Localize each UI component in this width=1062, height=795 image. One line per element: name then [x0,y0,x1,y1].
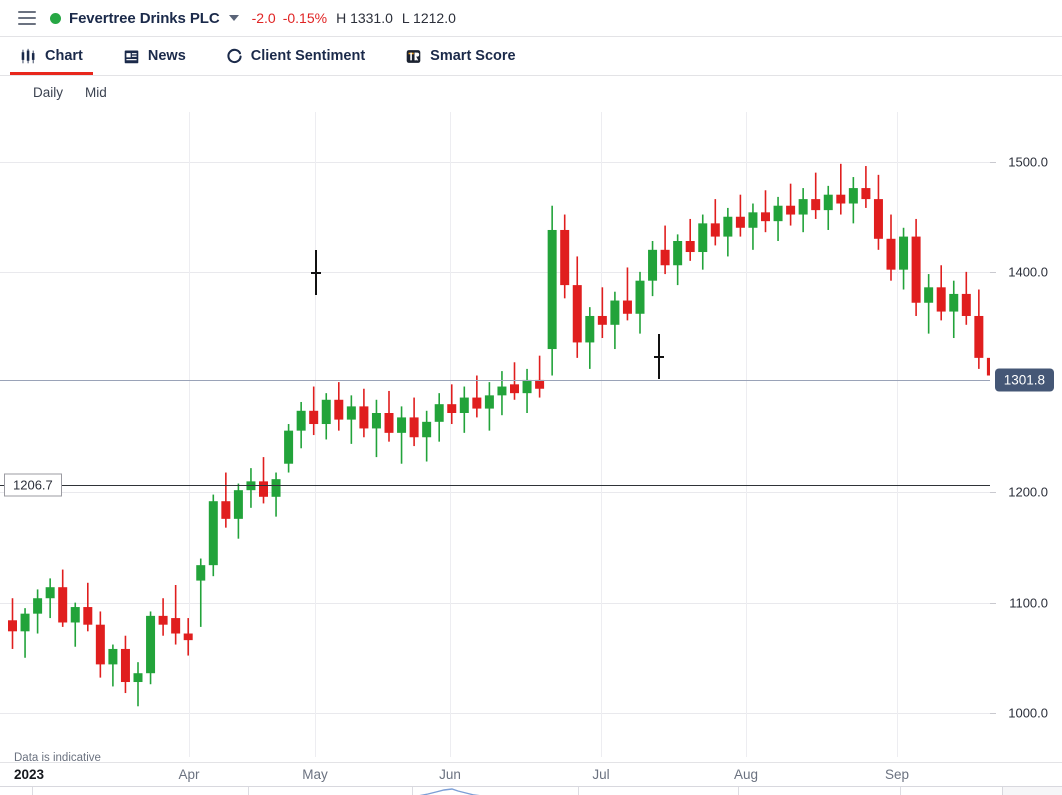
range-navigator-tick [32,787,33,795]
range-navigator-sparkline [419,788,480,795]
chevron-down-icon[interactable] [228,15,239,21]
reference-price-line [0,484,990,486]
gridline-horizontal [0,492,990,494]
tab-smart-score-label: Smart Score [430,48,516,64]
tab-bar: Chart News Client Sentiment [0,37,1062,76]
axis-tick [990,161,996,163]
hamburger-icon[interactable] [18,11,36,25]
price-axis-label: 1400.0 [1008,264,1048,280]
axis-tick [990,492,996,494]
ticker-name: Fevertree Drinks PLC [69,9,220,27]
range-navigator-handle[interactable] [1002,787,1062,795]
tab-client-sentiment-label: Client Sentiment [250,48,366,64]
refresh-circle-icon [227,48,242,63]
chart-container: 1206.7 1000.0 1100.0 1200.0 1400.0 1500.0 130… [0,112,1062,757]
time-axis-label: Jun [439,767,461,782]
gridline-vertical [189,112,190,757]
candlestick-series [8,163,990,707]
crosshair-cursor [311,272,321,274]
axis-tick [990,712,996,714]
gridline-vertical [601,112,602,757]
chart-plot-area[interactable]: 1206.7 [0,112,990,757]
range-navigator-tick [412,787,413,795]
price-axis[interactable]: 1000.0 1100.0 1200.0 1400.0 1500.0 1301.8 [990,112,1062,757]
current-price-badge: 1301.8 [994,368,1054,392]
range-navigator-tick [248,787,249,795]
time-axis-label: May [302,767,328,782]
tab-news-label: News [147,48,186,64]
time-axis-label: Apr [178,767,200,782]
chart-controls: Daily Mid [0,76,1062,112]
day-low: L 1212.0 [401,10,456,26]
day-high: H 1331.0 [336,10,393,26]
candlestick-icon [21,48,35,63]
price-change-percent: -0.15% [282,10,328,26]
indicative-note: Data is indicative [14,752,101,764]
interval-selector[interactable]: Daily [33,85,64,100]
range-navigator-tick [900,787,901,795]
range-navigator-tick [738,787,739,795]
time-axis-label: Sep [884,767,910,782]
newspaper-icon [124,50,139,63]
time-axis[interactable]: 2023 Apr May Jun Jul Aug Sep [0,762,1062,786]
reference-price-label: 1206.7 [4,473,62,497]
gridline-vertical [315,112,316,757]
price-axis-label: 1500.0 [1008,154,1048,170]
range-navigator-tick [578,787,579,795]
gridline-vertical [897,112,898,757]
crosshair-cursor [654,356,664,358]
tab-active-underline [10,72,93,75]
gridline-vertical [450,112,451,757]
price-axis-label: 1100.0 [1009,595,1048,611]
price-type-selector[interactable]: Mid [85,85,107,100]
gridline-vertical [746,112,747,757]
gridline-horizontal [0,712,990,714]
gridline-horizontal [0,602,990,604]
price-axis-label: 1000.0 [1008,705,1048,721]
gridline-horizontal [0,161,990,163]
time-axis-label: Aug [733,767,759,782]
tab-smart-score[interactable]: Smart Score [385,37,535,75]
price-change-absolute: -2.0 [251,10,276,26]
time-axis-year: 2023 [14,767,45,782]
tab-client-sentiment[interactable]: Client Sentiment [206,37,385,75]
price-axis-label: 1200.0 [1008,484,1048,500]
app-header: Fevertree Drinks PLC -2.0 -0.15% H 1331.… [0,0,1062,37]
green-dot-icon [50,12,61,24]
tab-chart-label: Chart [45,48,83,64]
current-price-line [0,380,990,382]
tab-news[interactable]: News [103,37,206,75]
tab-chart[interactable]: Chart [0,37,103,75]
gridline-horizontal [0,271,990,273]
axis-tick [990,602,996,604]
time-axis-label: Jul [592,767,610,782]
range-navigator[interactable] [0,786,1062,795]
tipranks-badge-icon [406,49,421,63]
axis-tick [990,271,996,273]
